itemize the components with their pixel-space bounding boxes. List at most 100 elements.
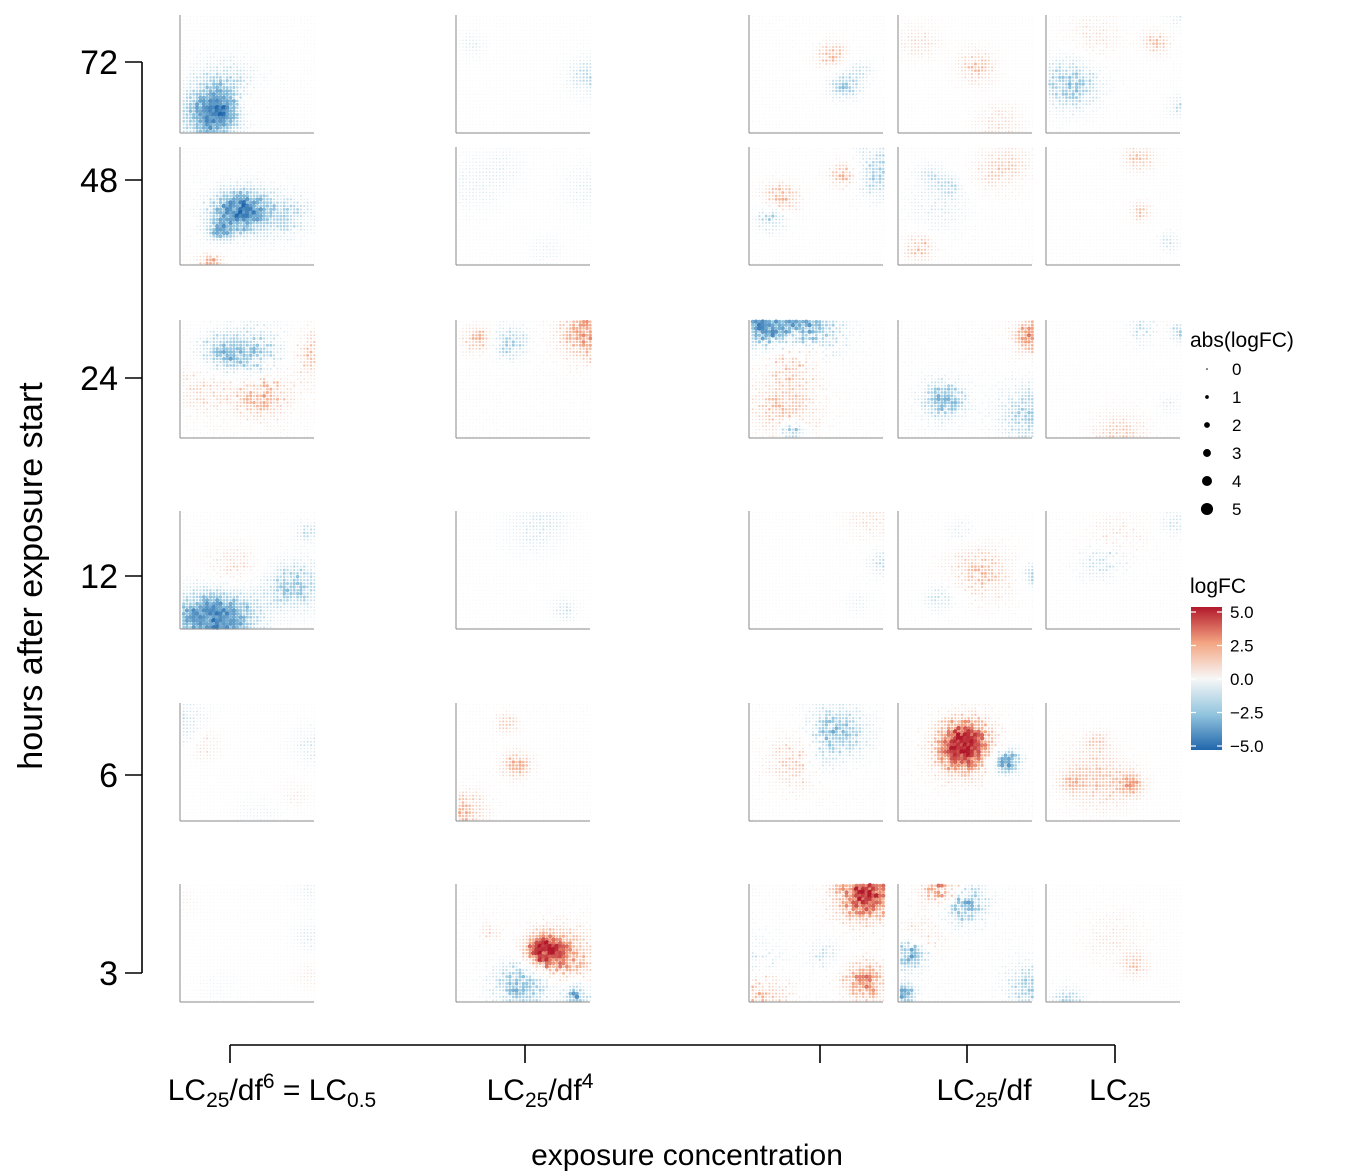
panel-point	[256, 73, 259, 75]
panel-point	[290, 70, 292, 72]
panel-point	[203, 29, 205, 31]
panel-point	[772, 36, 774, 38]
panel-point	[266, 46, 268, 48]
panel-point	[215, 88, 220, 93]
panel-point	[182, 93, 185, 96]
panel-point	[938, 22, 939, 24]
panel-point	[589, 16, 591, 18]
panel-point	[539, 19, 541, 21]
panel-point	[809, 36, 811, 38]
panel-point	[911, 73, 913, 75]
panel-point	[536, 117, 538, 119]
panel-point	[589, 124, 591, 126]
panel-point	[941, 59, 943, 62]
panel-point	[812, 120, 814, 122]
panel-point	[586, 127, 588, 129]
panel-point	[815, 63, 818, 65]
panel-point	[297, 53, 299, 55]
panel-point	[559, 120, 561, 122]
panel-point	[775, 39, 777, 41]
panel-point	[313, 32, 315, 35]
panel-point	[586, 100, 588, 102]
panel-point	[195, 76, 199, 79]
panel-point	[882, 43, 884, 45]
panel-point	[509, 16, 511, 18]
panel-point	[825, 96, 828, 99]
panel-point	[472, 76, 474, 78]
panel-point	[904, 97, 906, 99]
panel-point	[569, 117, 571, 119]
panel-point	[293, 76, 295, 78]
panel-point	[260, 90, 262, 92]
panel-point	[948, 66, 950, 68]
panel-point	[964, 19, 966, 21]
panel-point	[901, 120, 903, 122]
panel-point	[509, 76, 511, 78]
panel-point	[459, 86, 461, 89]
panel-point	[805, 130, 807, 132]
panel-point	[549, 73, 551, 75]
panel-point	[917, 63, 919, 65]
panel-point	[964, 66, 967, 69]
panel-point	[542, 76, 544, 78]
panel-point	[462, 130, 464, 132]
panel-point	[186, 46, 188, 48]
panel-point	[286, 127, 289, 129]
panel-point	[795, 32, 797, 35]
panel-point	[229, 92, 233, 96]
panel-point	[795, 19, 797, 21]
panel-point	[869, 19, 871, 21]
panel-point	[911, 70, 913, 72]
panel-point	[303, 46, 305, 48]
panel-point	[542, 66, 544, 68]
panel-point	[489, 56, 491, 58]
panel-point	[828, 62, 831, 65]
panel-point	[566, 83, 568, 85]
panel-point	[529, 110, 531, 112]
panel-point	[459, 22, 461, 24]
panel-point	[225, 112, 230, 117]
panel-point	[907, 127, 909, 129]
panel-point	[225, 119, 229, 123]
panel-point	[862, 93, 864, 95]
panel-point	[196, 49, 198, 51]
panel-point	[229, 126, 232, 130]
panel-point	[199, 56, 202, 58]
panel-point	[243, 19, 245, 21]
panel-point	[795, 29, 797, 31]
panel-point	[539, 73, 541, 75]
panel-point	[968, 32, 970, 35]
panel-point	[559, 59, 561, 62]
panel-point	[206, 19, 208, 21]
panel-point	[243, 29, 245, 31]
panel-point	[572, 79, 575, 82]
panel-point	[879, 120, 881, 122]
panel-point	[226, 53, 228, 55]
panel-point	[917, 46, 920, 48]
panel-point	[185, 106, 189, 110]
panel-point	[901, 66, 903, 68]
panel-point	[825, 130, 827, 132]
panel-point	[509, 110, 511, 112]
panel-point	[506, 63, 508, 65]
panel-point	[189, 99, 192, 103]
panel-point	[293, 103, 295, 105]
panel-point	[941, 124, 943, 126]
panel-point	[917, 22, 920, 25]
panel-point	[829, 100, 831, 102]
panel-point	[213, 26, 215, 28]
panel-point	[842, 127, 844, 129]
panel-point	[589, 117, 591, 119]
panel-point	[795, 97, 797, 99]
panel-point	[849, 113, 851, 116]
panel-point	[310, 76, 312, 78]
panel-point	[566, 22, 568, 24]
panel-point	[273, 100, 275, 102]
panel-point	[559, 80, 561, 82]
panel-point	[204, 118, 210, 124]
panel-point	[831, 49, 835, 52]
panel-point	[805, 103, 807, 105]
panel-point	[270, 90, 272, 92]
panel-point	[866, 97, 868, 99]
panel-point	[209, 56, 212, 58]
